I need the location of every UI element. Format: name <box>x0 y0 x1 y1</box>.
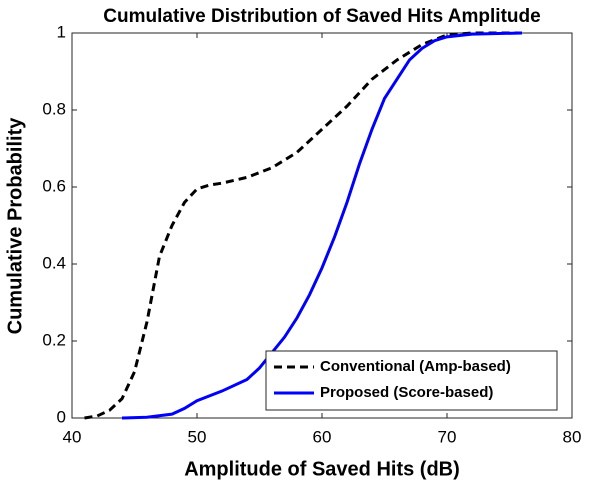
x-tick-label: 70 <box>438 427 457 446</box>
x-tick-label: 50 <box>188 427 207 446</box>
y-tick-label: 0.4 <box>42 253 66 272</box>
y-tick-label: 0.8 <box>42 99 66 118</box>
x-tick-label: 40 <box>63 427 82 446</box>
x-axis-label: Amplitude of Saved Hits (dB) <box>184 458 460 480</box>
y-axis-label: Cumulative Probability <box>4 117 26 335</box>
y-tick-label: 1 <box>57 22 66 41</box>
chart-title: Cumulative Distribution of Saved Hits Am… <box>103 6 540 27</box>
line-series <box>84 31 522 420</box>
legend-box <box>265 350 558 411</box>
line-series <box>121 31 523 420</box>
y-tick-label: 0.6 <box>42 176 66 195</box>
y-tick-label: 0.2 <box>42 330 66 349</box>
x-tick-label: 60 <box>313 427 332 446</box>
y-tick-label: 0 <box>57 407 66 426</box>
x-tick-label: 80 <box>563 427 582 446</box>
legend-label: Proposed (Score-based) <box>320 384 493 401</box>
legend-label: Conventional (Amp-based) <box>320 358 511 375</box>
